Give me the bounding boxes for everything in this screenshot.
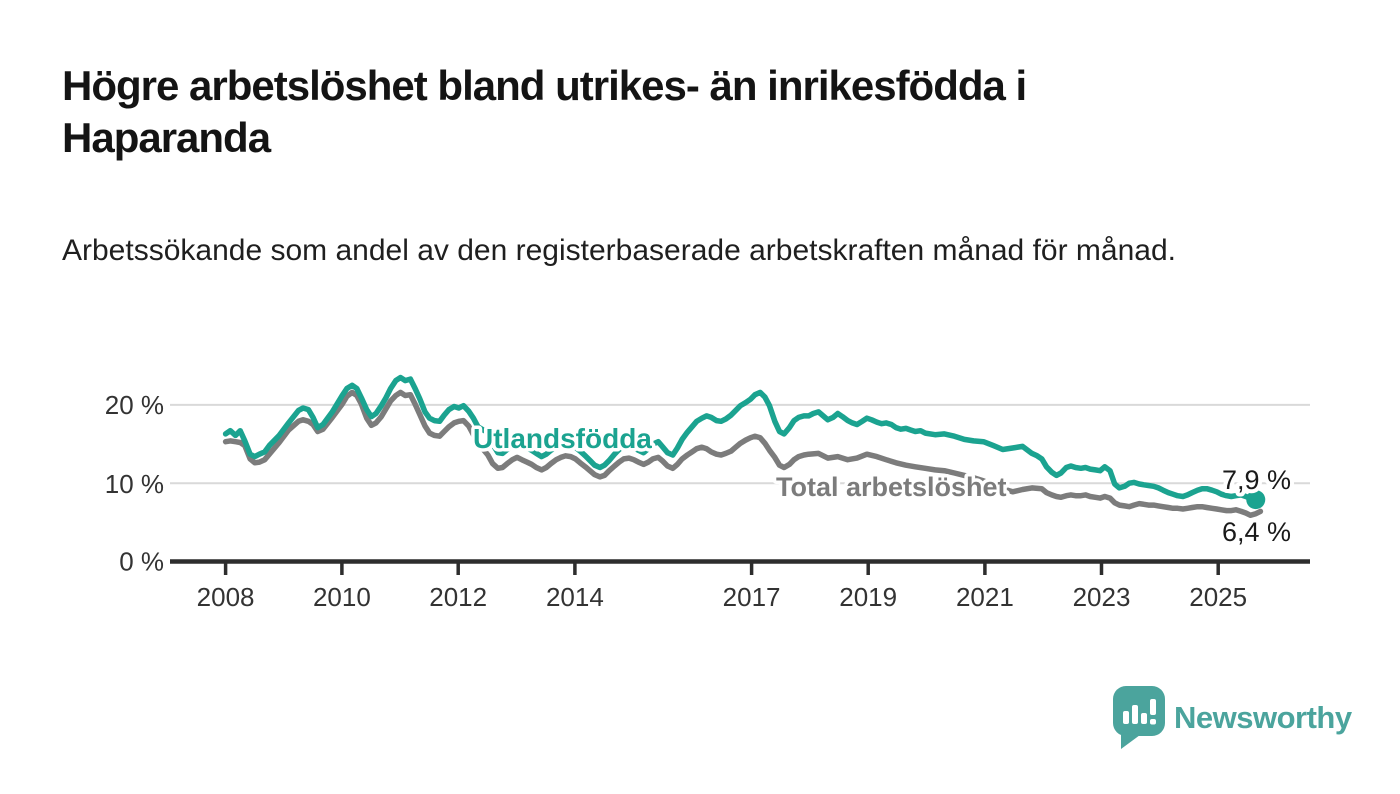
series-end-dot xyxy=(1246,490,1266,510)
x-tick-label: 2008 xyxy=(197,582,255,612)
logo-bubble xyxy=(1113,686,1165,736)
y-tick-label: 10 % xyxy=(105,469,164,499)
logo-bubble-tail xyxy=(1121,733,1140,749)
x-tick-label: 2017 xyxy=(723,582,781,612)
line-chart: 20 % 10 % 0 % Utlandsfödda Total arbetslö… xyxy=(105,374,1310,612)
x-tick-label: 2019 xyxy=(839,582,897,612)
series-end-value-label: 6,4 % xyxy=(1222,517,1291,547)
series-layer: Utlandsfödda Total arbetslöshet 7,9 % 6,4 % xyxy=(222,374,1295,551)
y-tick-label: 0 % xyxy=(119,547,164,577)
y-tick-label: 20 % xyxy=(105,390,164,420)
x-tick-label: 2012 xyxy=(429,582,487,612)
x-tick-label: 2010 xyxy=(313,582,371,612)
x-tick-label: 2025 xyxy=(1189,582,1247,612)
x-tick-label: 2021 xyxy=(956,582,1014,612)
series-line-utlandsfodda xyxy=(222,374,1259,503)
chart-subtitle: Arbetssökande som andel av den registerb… xyxy=(62,234,1176,267)
series-inline-label: Total arbetslöshet xyxy=(776,472,1007,502)
brand-wordmark: Newsworthy xyxy=(1174,700,1352,735)
series-inline-label: Utlandsfödda xyxy=(473,423,652,454)
page-title: Högre arbetslöshet bland utrikes- än inr… xyxy=(62,62,1027,161)
newsworthy-logo-icon xyxy=(1113,686,1165,749)
series-line-total xyxy=(222,389,1264,519)
series-end-value-label: 7,9 % xyxy=(1222,465,1291,495)
x-axis-ticks xyxy=(223,561,1220,575)
brand-footer: Newsworthy xyxy=(1113,686,1352,750)
x-tick-label: 2023 xyxy=(1073,582,1131,612)
x-tick-label: 2014 xyxy=(546,582,604,612)
